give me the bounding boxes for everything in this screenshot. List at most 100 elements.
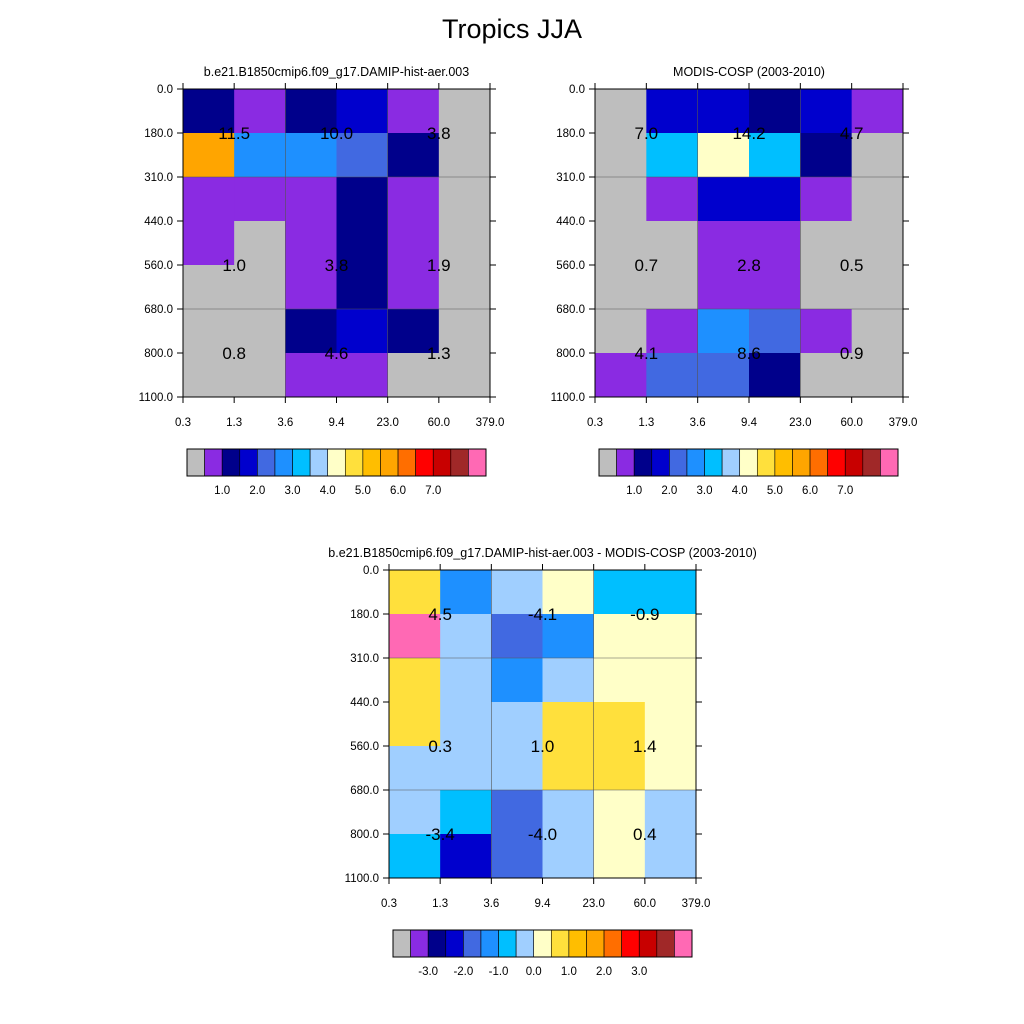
colorbar-swatch	[397, 448, 416, 477]
heatmap-cell	[749, 133, 801, 178]
colorbar-label: 1.0	[626, 485, 642, 497]
colorbar-swatch	[292, 448, 311, 477]
y-tick-label: 680.0	[144, 304, 173, 316]
colorbar-swatch	[809, 448, 828, 477]
colorbar-swatch	[598, 448, 617, 477]
colorbar-swatch	[327, 448, 346, 477]
y-tick-label: 1100.0	[345, 873, 379, 885]
heatmap-cell	[800, 221, 853, 266]
heatmap-cell	[800, 89, 853, 134]
heatmap-cell	[646, 265, 699, 310]
heatmap-cell	[387, 353, 440, 398]
heatmap-cell	[438, 89, 491, 134]
heatmap-cell	[285, 353, 337, 398]
heatmap-cell	[542, 570, 595, 615]
colorbar-swatch	[427, 929, 447, 958]
heatmap-cell	[697, 221, 750, 266]
colorbar-swatch	[656, 929, 675, 958]
x-tick-label: 23.0	[582, 898, 604, 910]
heatmap-cell	[595, 133, 647, 178]
heatmap-cell	[440, 702, 492, 747]
colorbar-swatch	[756, 448, 776, 477]
heatmap-cell	[285, 177, 337, 222]
heatmap-cell	[697, 353, 750, 398]
colorbar-swatch	[686, 448, 705, 477]
cell-value-label: 7.0	[635, 124, 659, 143]
colorbar-swatch	[415, 448, 434, 477]
heatmap-cell	[234, 177, 286, 222]
x-tick-label: 1.3	[226, 417, 242, 429]
colorbar-label: 2.0	[661, 485, 677, 497]
colorbar-label: 3.0	[631, 966, 647, 978]
heatmap-cell	[491, 614, 543, 659]
heatmap-cell	[440, 658, 492, 703]
colorbar-swatch	[480, 929, 499, 958]
panel-model: b.e21.B1850cmip6.f09_g17.DAMIP-hist-aer.…	[139, 65, 505, 497]
heatmap-cell	[234, 265, 286, 310]
x-tick-label: 0.3	[175, 417, 191, 429]
heatmap-cell	[491, 790, 543, 835]
x-tick-label: 1.3	[638, 417, 654, 429]
heatmap-cell	[542, 834, 595, 879]
cell-value-label: 1.9	[427, 256, 451, 275]
cell-value-label: 0.4	[633, 825, 657, 844]
y-tick-label: 680.0	[350, 785, 379, 797]
y-tick-label: 560.0	[144, 260, 173, 272]
colorbar-swatch	[186, 448, 205, 477]
heatmap-cell	[542, 790, 595, 835]
colorbar-swatch	[498, 929, 517, 958]
colorbar-swatch	[638, 929, 658, 958]
colorbar-swatch	[204, 448, 223, 477]
colorbar-label: -3.0	[418, 966, 438, 978]
cell-value-label: 1.4	[633, 737, 657, 756]
heatmap-cell	[646, 353, 699, 398]
heatmap-cell	[749, 221, 801, 266]
cell-value-label: -4.1	[528, 605, 557, 624]
cell-value-label: 3.8	[325, 256, 349, 275]
colorbar-swatch	[862, 448, 881, 477]
colorbar-swatch	[463, 929, 482, 958]
heatmap-cell	[851, 265, 904, 310]
cell-value-label: -3.4	[426, 825, 455, 844]
heatmap-cell	[595, 221, 647, 266]
colorbar-label: 7.0	[425, 485, 441, 497]
colorbar-swatch	[362, 448, 381, 477]
heatmap-cell	[800, 177, 853, 222]
cell-value-label: 1.3	[427, 344, 451, 363]
y-tick-label: 180.0	[144, 128, 173, 140]
heatmap-cell	[593, 570, 646, 615]
cell-value-label: 4.1	[635, 344, 659, 363]
colorbar-label: 5.0	[767, 485, 783, 497]
heatmap-cell	[644, 658, 697, 703]
y-tick-label: 440.0	[350, 697, 379, 709]
heatmap-cell	[593, 746, 646, 791]
heatmap-cell	[646, 309, 699, 354]
heatmap-cell	[646, 177, 699, 222]
heatmap-cell	[389, 790, 441, 835]
heatmap-cell	[697, 265, 750, 310]
heatmap-cell	[183, 133, 235, 178]
heatmap-cell	[389, 746, 441, 791]
heatmap-cell	[389, 614, 441, 659]
colorbar-label: 6.0	[802, 485, 818, 497]
heatmap-cell	[644, 614, 697, 659]
y-tick-label: 0.0	[569, 84, 585, 96]
heatmap-cell	[285, 221, 337, 266]
colorbar-swatch	[674, 929, 693, 958]
cell-value-label: 1.0	[531, 737, 555, 756]
cell-value-label: 3.8	[427, 124, 451, 143]
x-tick-label: 60.0	[634, 898, 656, 910]
heatmap-cell	[336, 265, 389, 310]
panel-title: MODIS-COSP (2003-2010)	[673, 65, 825, 79]
heatmap-cell	[646, 221, 699, 266]
heatmap-cell	[183, 89, 235, 134]
colorbar-swatch	[616, 448, 635, 477]
cell-value-label: 11.5	[218, 124, 250, 143]
heatmap-cell	[644, 834, 697, 879]
heatmap-cell	[389, 658, 441, 703]
colorbar-swatch	[827, 448, 846, 477]
heatmap-cell	[697, 133, 750, 178]
heatmap-cell	[800, 353, 853, 398]
colorbar-label: 0.0	[526, 966, 542, 978]
